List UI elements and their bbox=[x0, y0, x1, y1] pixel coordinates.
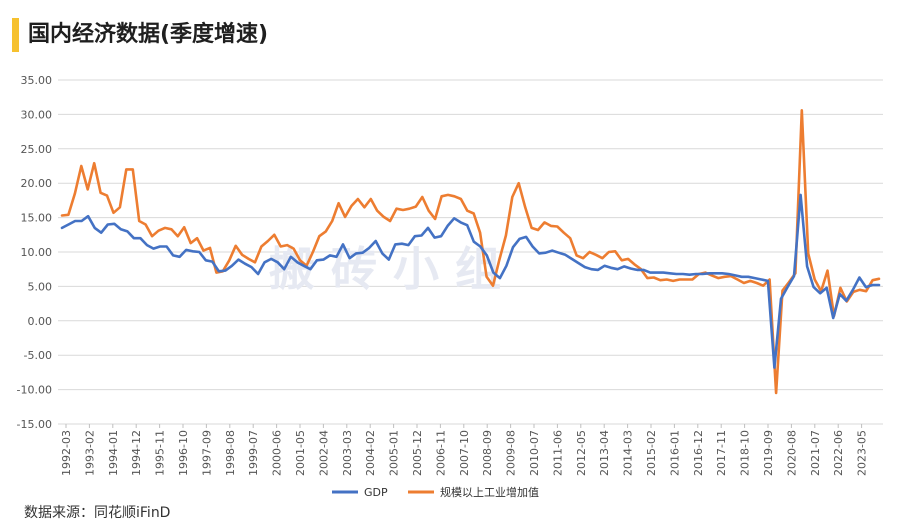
y-tick-label: 10.00 bbox=[21, 246, 53, 259]
x-tick-label: 2010-07 bbox=[528, 430, 541, 476]
title-accent-bar bbox=[12, 18, 19, 52]
x-tick-label: 2023-05 bbox=[856, 430, 869, 476]
x-tick-label: 1993-02 bbox=[83, 430, 96, 476]
series-line-gdp bbox=[60, 193, 881, 369]
x-tick-label: 2002-04 bbox=[317, 430, 330, 476]
y-tick-label: -10.00 bbox=[17, 384, 52, 397]
x-tick-label: 1995-11 bbox=[154, 430, 167, 476]
y-tick-label: 15.00 bbox=[21, 212, 53, 225]
x-tick-label: 2000-06 bbox=[271, 430, 284, 476]
x-tick-label: 2018-10 bbox=[739, 430, 752, 476]
x-tick-label: 2008-09 bbox=[481, 430, 494, 476]
x-tick-label: 2016-12 bbox=[692, 430, 705, 476]
legend-item-industry-label: 规模以上工业增加值 bbox=[440, 485, 539, 499]
x-tick-label: 2020-08 bbox=[785, 430, 798, 476]
x-tick-label: 2019-09 bbox=[762, 430, 775, 476]
x-tick-label: 2006-11 bbox=[434, 430, 447, 476]
x-tick-label: 2014-03 bbox=[622, 430, 635, 476]
data-source: 数据来源：同花顺iFinD bbox=[24, 505, 171, 521]
y-tick-label: 30.00 bbox=[21, 108, 53, 121]
x-tick-label: 2009-08 bbox=[505, 430, 518, 476]
x-tick-label: 2001-05 bbox=[294, 430, 307, 476]
x-tick-label: 1999-07 bbox=[247, 430, 260, 476]
x-tick-label: 2022-06 bbox=[832, 430, 845, 476]
x-tick-label: 2005-01 bbox=[388, 430, 401, 476]
y-tick-label: -15.00 bbox=[17, 418, 52, 431]
watermark-text: 搬 砖 小 组 bbox=[269, 242, 501, 296]
legend-item-gdp-label: GDP bbox=[364, 486, 388, 499]
x-tick-label: 2021-07 bbox=[809, 430, 822, 476]
x-tick-label: 2005-12 bbox=[411, 430, 424, 476]
x-tick-label: 1994-12 bbox=[130, 430, 143, 476]
y-tick-label: 25.00 bbox=[21, 143, 53, 156]
y-tick-label: 20.00 bbox=[21, 177, 53, 190]
x-tick-label: 2017-11 bbox=[715, 430, 728, 476]
x-tick-label: 2003-03 bbox=[341, 430, 354, 476]
x-tick-label: 1997-09 bbox=[200, 430, 213, 476]
x-tick-label: 1994-01 bbox=[107, 430, 120, 476]
x-tick-label: 2007-10 bbox=[458, 430, 471, 476]
y-tick-label: 5.00 bbox=[28, 280, 53, 293]
x-tick-label: 2015-02 bbox=[645, 430, 658, 476]
series-line-industry bbox=[60, 109, 881, 395]
page-title: 国内经济数据(季度增速) bbox=[28, 22, 269, 47]
x-tick-label: 1998-08 bbox=[224, 430, 237, 476]
x-tick-label: 2012-05 bbox=[575, 430, 588, 476]
y-tick-label: 35.00 bbox=[21, 74, 53, 87]
y-tick-label: 0.00 bbox=[28, 315, 53, 328]
x-tick-label: 1992-03 bbox=[60, 430, 73, 476]
x-tick-label: 1996-10 bbox=[177, 430, 190, 476]
x-tick-label: 2004-02 bbox=[364, 430, 377, 476]
x-tick-label: 2011-06 bbox=[551, 430, 564, 476]
x-tick-label: 2013-04 bbox=[598, 430, 611, 476]
y-tick-label: -5.00 bbox=[24, 349, 52, 362]
x-tick-label: 2016-01 bbox=[668, 430, 681, 476]
